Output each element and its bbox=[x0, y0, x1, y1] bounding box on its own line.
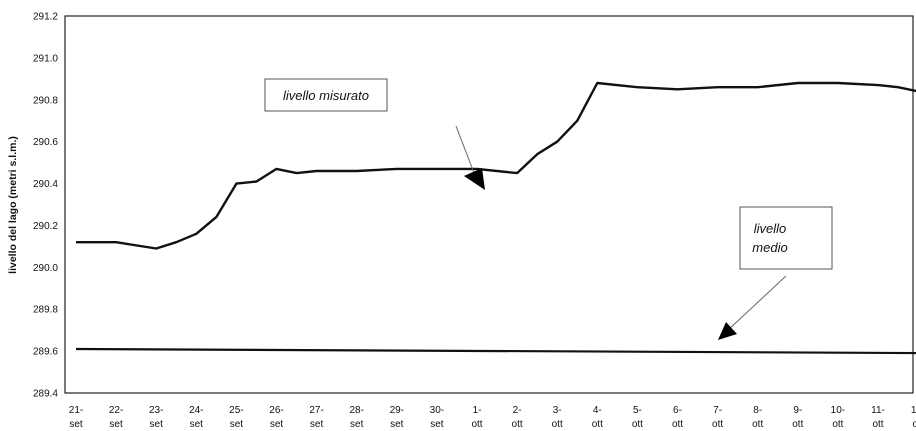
x-tick-day: 24- bbox=[189, 405, 203, 416]
x-tick-label: 9- ott bbox=[792, 405, 803, 430]
x-tick-label: 21- set bbox=[69, 405, 83, 430]
annotation-text-average-1: livello bbox=[754, 221, 787, 236]
x-tick-label: 2- ott bbox=[512, 405, 523, 430]
x-tick-label: 10- ott bbox=[831, 405, 845, 430]
annotation-arrow-measured bbox=[455, 125, 477, 179]
x-tick-label: 24- set bbox=[189, 405, 203, 430]
y-tick-label: 290.8 bbox=[33, 95, 58, 106]
x-tick-month: set bbox=[310, 419, 324, 430]
x-tick-label: 6- ott bbox=[672, 405, 683, 430]
x-tick-label: 11- ott bbox=[871, 405, 885, 430]
annotation-text-average-2: medio bbox=[752, 240, 787, 255]
x-tick-month: ott bbox=[552, 419, 563, 430]
x-tick-label: 5- ott bbox=[632, 405, 643, 430]
annotation-box-average bbox=[739, 206, 833, 270]
annotation-arrow-average bbox=[727, 275, 787, 331]
x-tick-label: 28- set bbox=[349, 405, 363, 430]
x-tick-day: 26- bbox=[269, 405, 283, 416]
x-tick-day: 5- bbox=[633, 405, 642, 416]
annotation-text-measured: livello misurato bbox=[283, 88, 369, 103]
x-tick-label: 30- set bbox=[430, 405, 444, 430]
arrowhead-average-icon bbox=[718, 322, 737, 340]
x-tick-day: 8- bbox=[753, 405, 762, 416]
x-tick-month: set bbox=[350, 419, 364, 430]
x-tick-day: 21- bbox=[69, 405, 83, 416]
x-tick-label: 23- set bbox=[149, 405, 163, 430]
x-tick-label: 27- set bbox=[309, 405, 323, 430]
x-tick-day: 4- bbox=[593, 405, 602, 416]
x-tick-day: 27- bbox=[309, 405, 323, 416]
x-tick-day: 1- bbox=[473, 405, 482, 416]
x-tick-month: ott bbox=[752, 419, 763, 430]
y-tick-label: 289.4 bbox=[33, 389, 58, 400]
x-tick-month: ott bbox=[512, 419, 523, 430]
y-axis-label: livello del lago (metri s.l.m.) bbox=[7, 136, 19, 274]
x-tick-label: 8- ott bbox=[752, 405, 763, 430]
x-tick-month: ott bbox=[832, 419, 843, 430]
x-tick-month: set bbox=[390, 419, 404, 430]
x-tick-month: set bbox=[109, 419, 123, 430]
x-tick-label: 22- set bbox=[109, 405, 123, 430]
x-tick-month: ott bbox=[712, 419, 723, 430]
x-tick-day: 2- bbox=[513, 405, 522, 416]
x-tick-month: set bbox=[190, 419, 204, 430]
x-tick-label: 4- ott bbox=[592, 405, 603, 430]
x-tick-month: ott bbox=[872, 419, 883, 430]
x-tick-month: set bbox=[270, 419, 284, 430]
y-tick-label: 289.8 bbox=[33, 305, 58, 316]
x-tick-month: set bbox=[230, 419, 244, 430]
plot-frame bbox=[64, 15, 914, 394]
x-tick-day: 23- bbox=[149, 405, 163, 416]
y-tick-label: 291.2 bbox=[33, 12, 58, 23]
series-line-livello-misurato bbox=[76, 81, 916, 250]
x-tick-label: 1- ott bbox=[471, 405, 482, 430]
x-tick-label: 29- set bbox=[390, 405, 404, 430]
series-line-livello-medio bbox=[75, 347, 916, 355]
y-tick-label: 290.4 bbox=[33, 179, 58, 190]
x-tick-day: 9- bbox=[793, 405, 802, 416]
y-tick-labels: 289.4 289.6 289.8 290.0 290.2 290.4 290.6 290.8… bbox=[33, 12, 58, 400]
x-tick-day: 25- bbox=[229, 405, 243, 416]
x-tick-day: 10- bbox=[831, 405, 845, 416]
x-tick-month: ott bbox=[913, 419, 916, 430]
x-tick-month: ott bbox=[632, 419, 643, 430]
x-tick-label: 3- ott bbox=[552, 405, 563, 430]
series-layer bbox=[75, 81, 916, 355]
x-tick-day: 12- bbox=[911, 405, 916, 416]
x-tick-day: 7- bbox=[713, 405, 722, 416]
x-tick-month: set bbox=[430, 419, 444, 430]
x-tick-label: 26- set bbox=[269, 405, 283, 430]
x-tick-day: 3- bbox=[553, 405, 562, 416]
y-tick-label: 289.6 bbox=[33, 347, 58, 358]
x-tick-day: 22- bbox=[109, 405, 123, 416]
y-tick-label: 290.6 bbox=[33, 137, 58, 148]
arrowhead-measured-icon bbox=[464, 168, 485, 190]
x-tick-month: ott bbox=[592, 419, 603, 430]
x-tick-day: 29- bbox=[390, 405, 404, 416]
x-tick-day: 6- bbox=[673, 405, 682, 416]
x-tick-day: 30- bbox=[430, 405, 444, 416]
x-tick-month: set bbox=[69, 419, 83, 430]
x-tick-label: 12- ott bbox=[911, 405, 916, 430]
x-tick-month: ott bbox=[792, 419, 803, 430]
y-tick-label: 290.0 bbox=[33, 263, 58, 274]
annotation-box-measured bbox=[264, 78, 388, 112]
x-tick-label: 7- ott bbox=[712, 405, 723, 430]
x-tick-labels: 21- set 22- set 23- set 24- set 25- set 26- set 27- s… bbox=[69, 405, 916, 430]
x-tick-month: ott bbox=[672, 419, 683, 430]
x-tick-month: ott bbox=[471, 419, 482, 430]
x-tick-month: set bbox=[150, 419, 164, 430]
x-tick-day: 28- bbox=[349, 405, 363, 416]
y-tick-label: 290.2 bbox=[33, 221, 58, 232]
x-tick-label: 25- set bbox=[229, 405, 243, 430]
x-tick-day: 11- bbox=[871, 405, 885, 416]
y-tick-label: 291.0 bbox=[33, 53, 58, 64]
